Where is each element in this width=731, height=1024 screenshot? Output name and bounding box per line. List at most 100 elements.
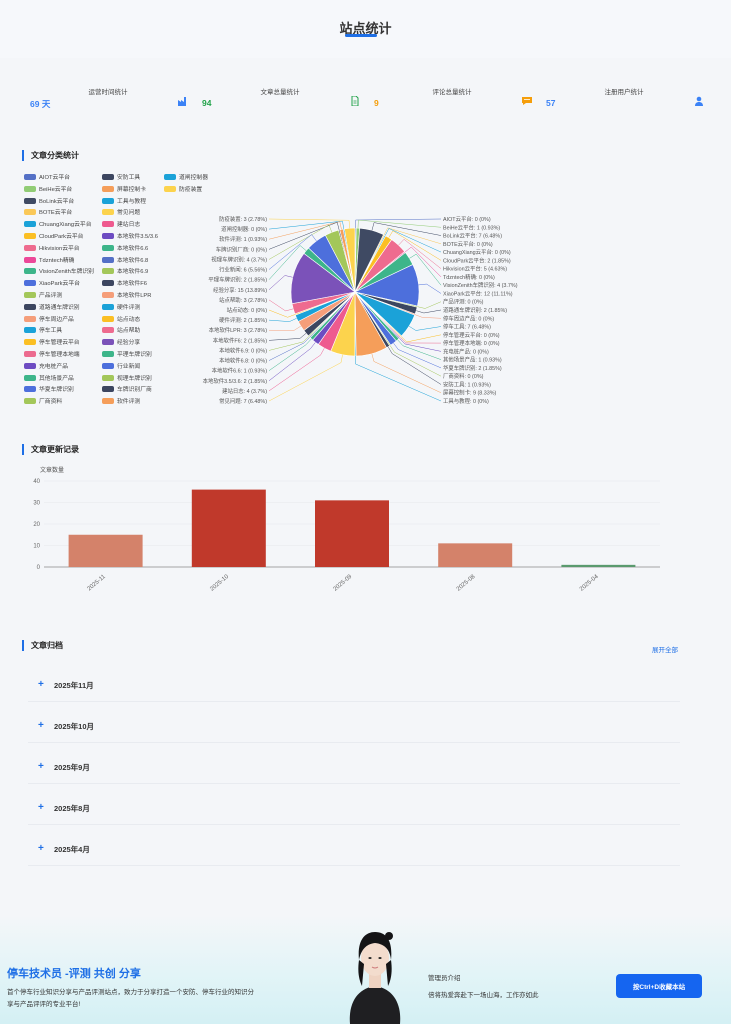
legend-label: 行业新闻: [117, 363, 141, 370]
legend-swatch: [24, 351, 36, 357]
legend-item[interactable]: 本地软件6.6: [102, 244, 148, 253]
legend-item[interactable]: 站点动态: [102, 315, 140, 324]
pie-label-line: [268, 220, 345, 230]
pie-label: 建站日志: 4 (3.7%): [222, 387, 267, 395]
pie-label-line: [268, 309, 296, 318]
pie-label: ChuangXiang云平台: 0 (0%): [443, 248, 511, 256]
legend-item[interactable]: BoLink云平台: [24, 197, 74, 206]
pie-label: 停车周边产品: 0 (0%): [443, 314, 494, 322]
stat-label: 文章总量统计: [260, 89, 300, 96]
legend-item[interactable]: 本地软件LPR: [102, 292, 151, 300]
legend-item[interactable]: 软件评测: [102, 398, 140, 406]
pie-label: 屏幕控制卡: 9 (8.33%): [443, 389, 497, 397]
pie-label: 硬件评测: 2 (1.85%): [219, 316, 267, 324]
archive-month-row[interactable]: + 2025年10月: [28, 709, 680, 743]
legend-item[interactable]: 本地软件6.9: [102, 268, 148, 276]
bar[interactable]: [68, 534, 143, 567]
pie-label-line: [268, 275, 293, 290]
expand-all-link[interactable]: 展开全部: [652, 647, 678, 654]
bar[interactable]: [191, 489, 266, 567]
legend-item[interactable]: 建站日志: [102, 221, 140, 229]
legend-item[interactable]: 停车周边产品: [24, 315, 74, 324]
legend-swatch: [24, 221, 36, 228]
bar[interactable]: [438, 543, 513, 567]
legend-item[interactable]: 屏幕控制卡: [102, 185, 146, 194]
legend-item[interactable]: VisionZenith车牌识别: [24, 268, 94, 276]
pie-label-line: [268, 318, 297, 322]
legend-item[interactable]: 厂商资料: [24, 398, 62, 406]
legend-item[interactable]: ChuangXiang云平台: [24, 221, 92, 229]
archive-month-row[interactable]: + 2025年8月: [28, 791, 680, 825]
legend-label: BOTE云平台: [39, 210, 73, 217]
legend-item[interactable]: AIOT云平台: [24, 174, 70, 182]
legend-swatch: [102, 209, 114, 216]
pie-label-line: [389, 345, 442, 377]
pie-label-line: [268, 342, 316, 381]
archive-section-title: 文章归档: [22, 640, 63, 651]
bar[interactable]: [315, 500, 389, 567]
legend-item[interactable]: 充电桩产品: [24, 362, 68, 371]
pie-label-line: [383, 227, 442, 245]
pie-label: 经验分享: 15 (13.89%): [213, 286, 267, 294]
legend-item[interactable]: 车牌识别厂商: [102, 386, 152, 394]
pie-label-line: [268, 221, 340, 250]
pie-label: 站点动态: 0 (0%): [227, 306, 268, 314]
legend-item[interactable]: BeiHe云平台: [24, 185, 72, 194]
legend-item[interactable]: 本地软件F6: [102, 280, 147, 288]
legend-label: 软件评测: [117, 399, 141, 406]
legend-label: 屏幕控制卡: [117, 186, 146, 193]
archive-month-row[interactable]: + 2025年4月: [28, 832, 680, 866]
legend-swatch: [102, 233, 114, 239]
legend-item[interactable]: 停车管理云平台: [24, 339, 80, 347]
bar[interactable]: [561, 564, 636, 567]
legend-item[interactable]: 道闸控制器: [164, 174, 208, 182]
pie-label: 本地软件6.8: 0 (0%): [219, 357, 267, 365]
legend-item[interactable]: 产品评测: [24, 292, 62, 300]
legend-item[interactable]: 站点帮助: [102, 327, 140, 335]
legend-item[interactable]: 视理车牌识别: [102, 374, 152, 383]
archive-month-row[interactable]: + 2025年11月: [28, 668, 680, 702]
legend-swatch: [24, 280, 36, 287]
legend-item[interactable]: 工具与教程: [102, 197, 146, 206]
plus-icon: +: [38, 720, 44, 731]
legend-item[interactable]: 其他场景产品: [24, 374, 74, 383]
legend-swatch: [24, 233, 36, 239]
legend-label: 本地软件F6: [117, 281, 147, 288]
pie-label-line: [400, 334, 442, 343]
legend-item[interactable]: CloudPark云平台: [24, 233, 83, 241]
pie-label: 安防工具: 1 (0.93%): [443, 380, 491, 388]
legend-label: Tdzntech精确: [39, 257, 75, 264]
legend-item[interactable]: 行业新闻: [102, 362, 141, 371]
legend-item[interactable]: 道路通车牌识别: [24, 303, 80, 312]
y-tick-label: 30: [33, 501, 40, 507]
legend-item[interactable]: XiaoPark云平台: [24, 280, 80, 288]
legend-item[interactable]: 安防工具: [102, 174, 140, 182]
archive-month-row[interactable]: + 2025年9月: [28, 750, 680, 784]
legend-item[interactable]: 华夏车牌识别: [24, 386, 74, 394]
y-axis-label: 文章数量: [40, 466, 64, 474]
archive-month-label: 2025年11月: [54, 681, 94, 690]
legend-item[interactable]: Tdzntech精确: [24, 256, 75, 265]
legend-item[interactable]: 本地软件3.5/3.6: [102, 233, 158, 241]
legend-swatch: [102, 351, 114, 357]
legend-label: 本地软件6.9: [117, 269, 149, 276]
legend-item[interactable]: 硬件评测: [102, 303, 140, 312]
legend-item[interactable]: Hikvision云平台: [24, 244, 80, 253]
legend-item[interactable]: 经验分享: [102, 339, 140, 347]
legend-item[interactable]: 停车管理本地端: [24, 351, 80, 359]
pie-slice[interactable]: [344, 227, 356, 293]
footer-description: 首个停车行业知识分享与产品评测站点，致力于分享打造一个安防、停车行业的知识分享与…: [7, 989, 254, 1008]
pie-label-line: [414, 314, 442, 319]
legend-item[interactable]: BOTE云平台: [24, 209, 72, 217]
legend-item[interactable]: 停车工具: [24, 327, 62, 335]
legend-item[interactable]: 常见问题: [102, 209, 140, 217]
legend-item[interactable]: 本地软件6.8: [102, 256, 148, 265]
bookmark-button[interactable]: 按Ctrl+D收藏本站: [616, 974, 702, 998]
plus-icon: +: [38, 843, 44, 854]
stats-row: 运营时间统计 69 天 文章总量统计 94 评论总量统计 9 注册用户统计 57: [22, 84, 710, 114]
legend-item[interactable]: 防疫装置: [164, 185, 202, 194]
legend-swatch: [102, 197, 114, 204]
legend-item[interactable]: 平理车牌识别: [102, 351, 152, 359]
legend-swatch: [164, 174, 176, 180]
document-icon: [351, 96, 359, 106]
